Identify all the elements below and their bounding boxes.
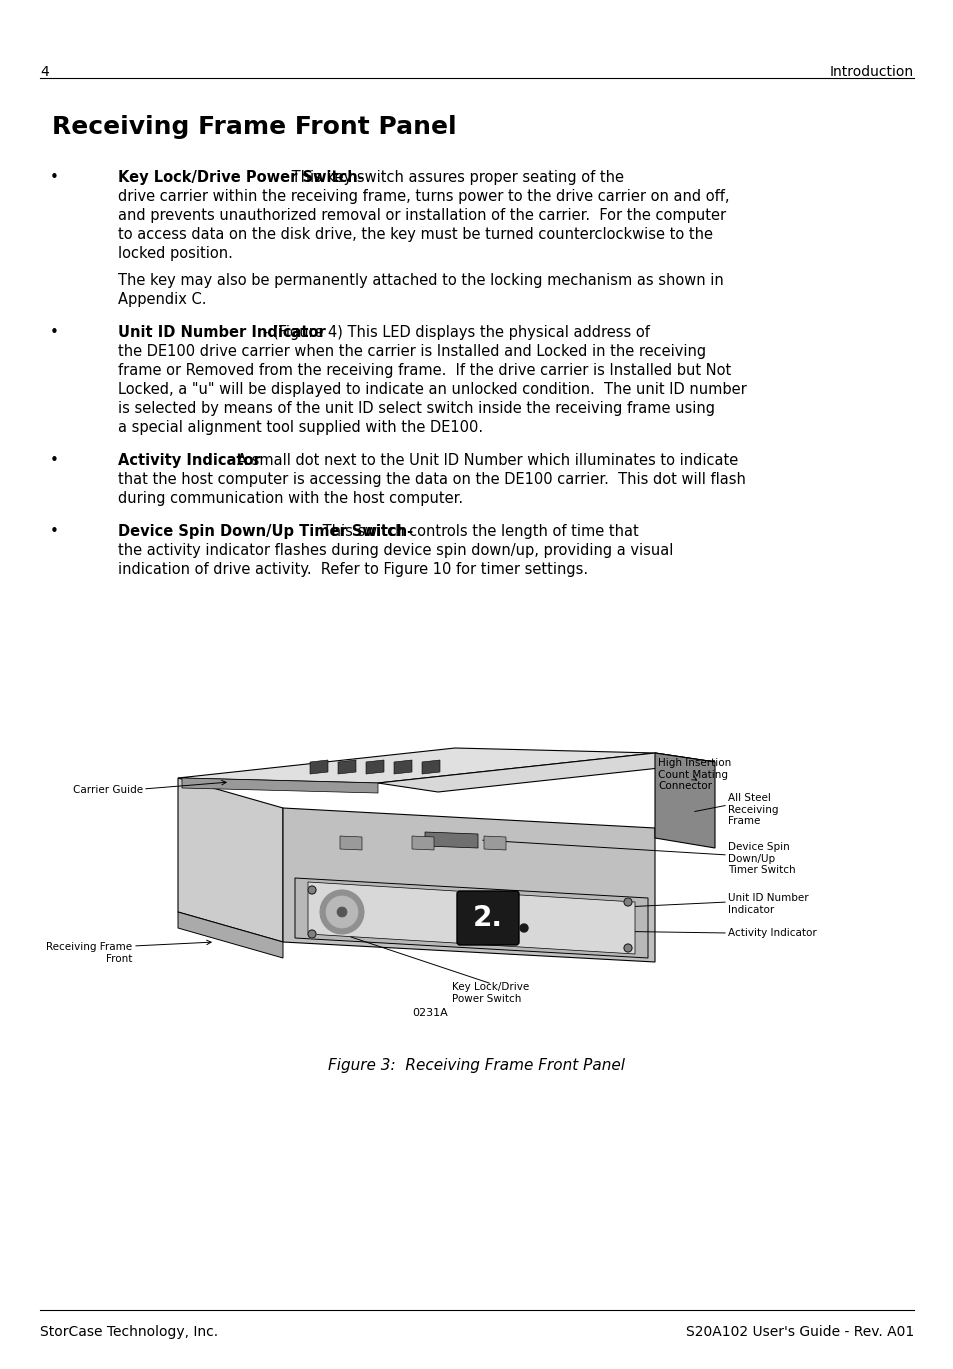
Text: Unit ID Number Indicator: Unit ID Number Indicator	[118, 324, 325, 340]
Circle shape	[519, 924, 527, 932]
Text: Unit ID Number
Indicator: Unit ID Number Indicator	[727, 893, 808, 914]
Circle shape	[336, 908, 347, 917]
Text: Receiving Frame
Front: Receiving Frame Front	[46, 942, 132, 964]
Polygon shape	[377, 753, 714, 793]
Polygon shape	[178, 747, 655, 783]
Text: during communication with the host computer.: during communication with the host compu…	[118, 491, 462, 507]
Text: Carrier Guide: Carrier Guide	[72, 784, 143, 795]
Text: to access data on the disk drive, the key must be turned counterclockwise to the: to access data on the disk drive, the ke…	[118, 227, 712, 242]
Polygon shape	[655, 753, 714, 847]
Polygon shape	[182, 778, 377, 793]
Text: Appendix C.: Appendix C.	[118, 292, 206, 307]
Polygon shape	[412, 836, 434, 850]
Polygon shape	[283, 808, 655, 962]
Circle shape	[319, 890, 364, 934]
Text: Activity Indicator: Activity Indicator	[727, 928, 816, 938]
Text: Key Lock/Drive Power Switch-: Key Lock/Drive Power Switch-	[118, 170, 363, 185]
Polygon shape	[308, 882, 635, 954]
Text: drive carrier within the receiving frame, turns power to the drive carrier on an: drive carrier within the receiving frame…	[118, 189, 729, 204]
Polygon shape	[339, 836, 361, 850]
Polygon shape	[424, 832, 477, 847]
Text: The key may also be permanently attached to the locking mechanism as shown in: The key may also be permanently attached…	[118, 272, 723, 287]
Text: that the host computer is accessing the data on the DE100 carrier.  This dot wil: that the host computer is accessing the …	[118, 472, 745, 487]
Text: •: •	[50, 324, 59, 340]
Polygon shape	[366, 760, 384, 773]
Text: •: •	[50, 170, 59, 185]
Text: 4: 4	[40, 64, 49, 79]
Text: Key Lock/Drive
Power Switch: Key Lock/Drive Power Switch	[452, 982, 529, 1003]
Text: StorCase Technology, Inc.: StorCase Technology, Inc.	[40, 1325, 218, 1339]
Text: locked position.: locked position.	[118, 246, 233, 261]
Text: a special alignment tool supplied with the DE100.: a special alignment tool supplied with t…	[118, 420, 482, 435]
Text: Device Spin Down/Up Timer Switch-: Device Spin Down/Up Timer Switch-	[118, 524, 413, 539]
Text: the activity indicator flashes during device spin down/up, providing a visual: the activity indicator flashes during de…	[118, 543, 673, 559]
Text: This switch controls the length of time that: This switch controls the length of time …	[317, 524, 638, 539]
Circle shape	[308, 886, 315, 894]
Text: Figure 3:  Receiving Frame Front Panel: Figure 3: Receiving Frame Front Panel	[328, 1058, 625, 1073]
Circle shape	[623, 945, 631, 951]
Polygon shape	[178, 912, 283, 958]
Polygon shape	[294, 878, 647, 958]
Text: the DE100 drive carrier when the carrier is Installed and Locked in the receivin: the DE100 drive carrier when the carrier…	[118, 344, 705, 359]
Text: - A small dot next to the Unit ID Number which illuminates to indicate: - A small dot next to the Unit ID Number…	[227, 453, 738, 468]
Polygon shape	[394, 760, 412, 773]
Circle shape	[623, 898, 631, 906]
Text: 0231A: 0231A	[412, 1008, 447, 1019]
Text: High Insertion
Count Mating
Connector: High Insertion Count Mating Connector	[658, 758, 731, 791]
Circle shape	[326, 895, 357, 928]
Text: This key switch assures proper seating of the: This key switch assures proper seating o…	[287, 170, 624, 185]
Polygon shape	[337, 760, 355, 773]
Text: Receiving Frame Front Panel: Receiving Frame Front Panel	[52, 115, 456, 140]
Text: All Steel
Receiving
Frame: All Steel Receiving Frame	[727, 793, 778, 827]
Text: Locked, a "u" will be displayed to indicate an unlocked condition.  The unit ID : Locked, a "u" will be displayed to indic…	[118, 382, 746, 397]
Text: is selected by means of the unit ID select switch inside the receiving frame usi: is selected by means of the unit ID sele…	[118, 401, 714, 416]
Polygon shape	[421, 760, 439, 773]
Polygon shape	[483, 836, 505, 850]
Polygon shape	[178, 778, 283, 942]
Text: •: •	[50, 524, 59, 539]
FancyBboxPatch shape	[456, 891, 518, 945]
Text: Activity Indicator: Activity Indicator	[118, 453, 260, 468]
Text: frame or Removed from the receiving frame.  If the drive carrier is Installed bu: frame or Removed from the receiving fram…	[118, 363, 731, 378]
Polygon shape	[655, 753, 714, 763]
Text: 2.: 2.	[473, 904, 502, 932]
Text: and prevents unauthorized removal or installation of the carrier.  For the compu: and prevents unauthorized removal or ins…	[118, 208, 725, 223]
Text: Device Spin
Down/Up
Timer Switch: Device Spin Down/Up Timer Switch	[727, 842, 795, 875]
Text: - (Figure 4) This LED displays the physical address of: - (Figure 4) This LED displays the physi…	[263, 324, 649, 340]
Circle shape	[308, 930, 315, 938]
Polygon shape	[310, 760, 328, 773]
Text: S20A102 User's Guide - Rev. A01: S20A102 User's Guide - Rev. A01	[685, 1325, 913, 1339]
Text: Introduction: Introduction	[829, 64, 913, 79]
Text: •: •	[50, 453, 59, 468]
Text: indication of drive activity.  Refer to Figure 10 for timer settings.: indication of drive activity. Refer to F…	[118, 563, 587, 576]
